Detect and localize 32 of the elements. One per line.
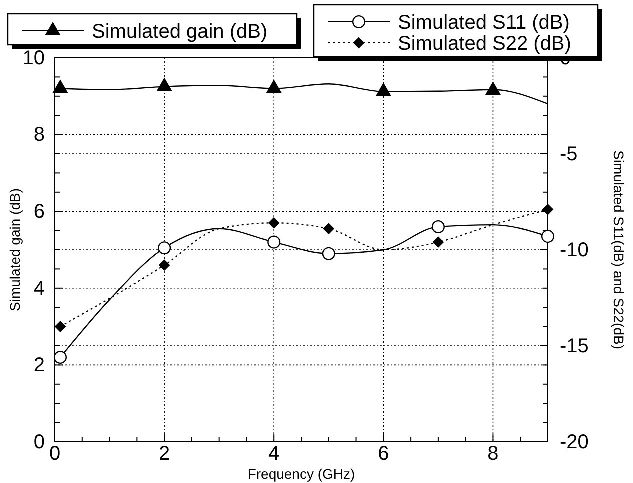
- legend-label: Simulated S22 (dB): [398, 33, 572, 55]
- legend-label: Simulated gain (dB): [92, 21, 268, 43]
- point: [323, 223, 334, 234]
- y-tick-label: 6: [34, 201, 45, 223]
- y-tick-label: 10: [22, 47, 45, 70]
- point: [541, 230, 555, 244]
- y2-axis-title: Simulated S11(dB) and S22(dB): [611, 150, 627, 350]
- y2-tick-label: -5: [560, 143, 578, 166]
- point: [268, 218, 280, 229]
- x-tick-label: 0: [49, 443, 61, 466]
- point: [55, 321, 66, 332]
- point: [159, 260, 170, 271]
- y-tick-label: 2: [34, 354, 45, 377]
- point: [432, 236, 444, 248]
- y2-tick-label: -20: [560, 431, 589, 454]
- x-tick-label: 6: [378, 443, 390, 466]
- y-tick-label: 8: [34, 124, 45, 146]
- legend-label: Simulated S11 (dB): [398, 12, 570, 34]
- point: [158, 242, 172, 255]
- y2-tick-label: -15: [560, 335, 589, 358]
- x-tick-label: 4: [268, 443, 280, 466]
- y-axis-title: Simulated gain (dB): [7, 188, 23, 312]
- x-tick-label: 8: [488, 443, 499, 466]
- y2-tick-label: -10: [560, 239, 589, 262]
- y-tick-label: 4: [34, 278, 45, 300]
- x-axis-title: Frequency (GHz): [248, 466, 356, 482]
- point: [542, 204, 554, 216]
- point: [54, 351, 67, 364]
- point: [432, 220, 445, 234]
- x-tick-label: 2: [158, 443, 170, 466]
- point: [322, 247, 336, 260]
- point: [268, 236, 281, 249]
